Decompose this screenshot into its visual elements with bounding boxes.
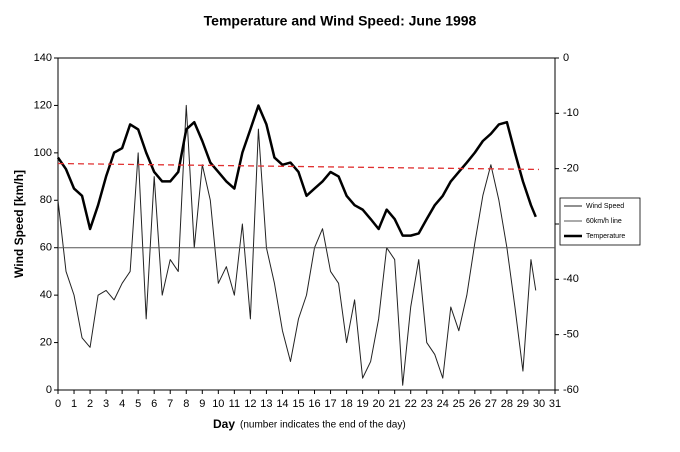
x-tick-label: 18	[340, 398, 352, 410]
x-tick-label: 15	[292, 398, 304, 410]
x-tick-label: 5	[135, 398, 141, 410]
x-tick-label: 6	[151, 398, 157, 410]
x-tick-label: 3	[103, 398, 109, 410]
x-tick-label: 17	[324, 398, 336, 410]
y2-tick-label: -40	[563, 273, 579, 285]
x-tick-label: 9	[199, 398, 205, 410]
y-tick-label: 100	[34, 147, 52, 159]
x-tick-label: 20	[373, 398, 385, 410]
x-tick-label: 8	[183, 398, 189, 410]
y2-tick-label: -50	[563, 329, 579, 341]
y-tick-label: 140	[34, 52, 52, 64]
y-tick-label: 80	[40, 194, 52, 206]
x-axis-label: Day	[213, 417, 235, 431]
x-tick-label: 28	[501, 398, 513, 410]
x-tick-label: 1	[71, 398, 77, 410]
y-tick-label: 60	[40, 242, 52, 254]
x-tick-label: 29	[517, 398, 529, 410]
x-tick-label: 0	[55, 398, 61, 410]
y2-tick-label: -60	[563, 384, 579, 396]
x-tick-label: 2	[87, 398, 93, 410]
x-tick-label: 4	[119, 398, 125, 410]
y-axis-label: Wind Speed [km/h]	[12, 170, 26, 278]
y-tick-label: 120	[34, 99, 52, 111]
y-tick-label: 20	[40, 336, 52, 348]
x-tick-label: 22	[405, 398, 417, 410]
x-tick-label: 26	[469, 398, 481, 410]
x-tick-label: 23	[421, 398, 433, 410]
y2-tick-label: -20	[563, 163, 579, 175]
y2-tick-label: 0	[563, 52, 569, 64]
series-line	[57, 104, 537, 386]
x-tick-label: 27	[485, 398, 497, 410]
x-tick-label: 24	[437, 398, 449, 410]
x-tick-label: 10	[212, 398, 224, 410]
x-tick-label: 16	[308, 398, 320, 410]
y2-tick-label: -10	[563, 107, 579, 119]
y-tick-label: 40	[40, 289, 52, 301]
x-tick-label: 25	[453, 398, 465, 410]
series-line	[57, 162, 539, 171]
x-tick-label: 12	[244, 398, 256, 410]
x-tick-label: 14	[276, 398, 288, 410]
x-tick-label: 30	[533, 398, 545, 410]
chart-title: Temperature and Wind Speed: June 1998	[204, 13, 477, 29]
legend-label: Temperature	[586, 233, 625, 240]
legend-label: 60km/h line	[586, 218, 622, 225]
x-tick-label: 13	[260, 398, 272, 410]
x-tick-label: 7	[167, 398, 173, 410]
y-tick-label: 0	[46, 384, 52, 396]
x-tick-label: 19	[356, 398, 368, 410]
x-tick-label: 21	[389, 398, 401, 410]
x-axis-note: (number indicates the end of the day)	[240, 420, 406, 431]
plot-frame	[57, 57, 556, 391]
series-line	[56, 104, 537, 237]
legend-label: Wind Speed	[586, 203, 624, 210]
x-tick-label: 11	[229, 398, 240, 410]
x-tick-label: 31	[549, 398, 561, 410]
